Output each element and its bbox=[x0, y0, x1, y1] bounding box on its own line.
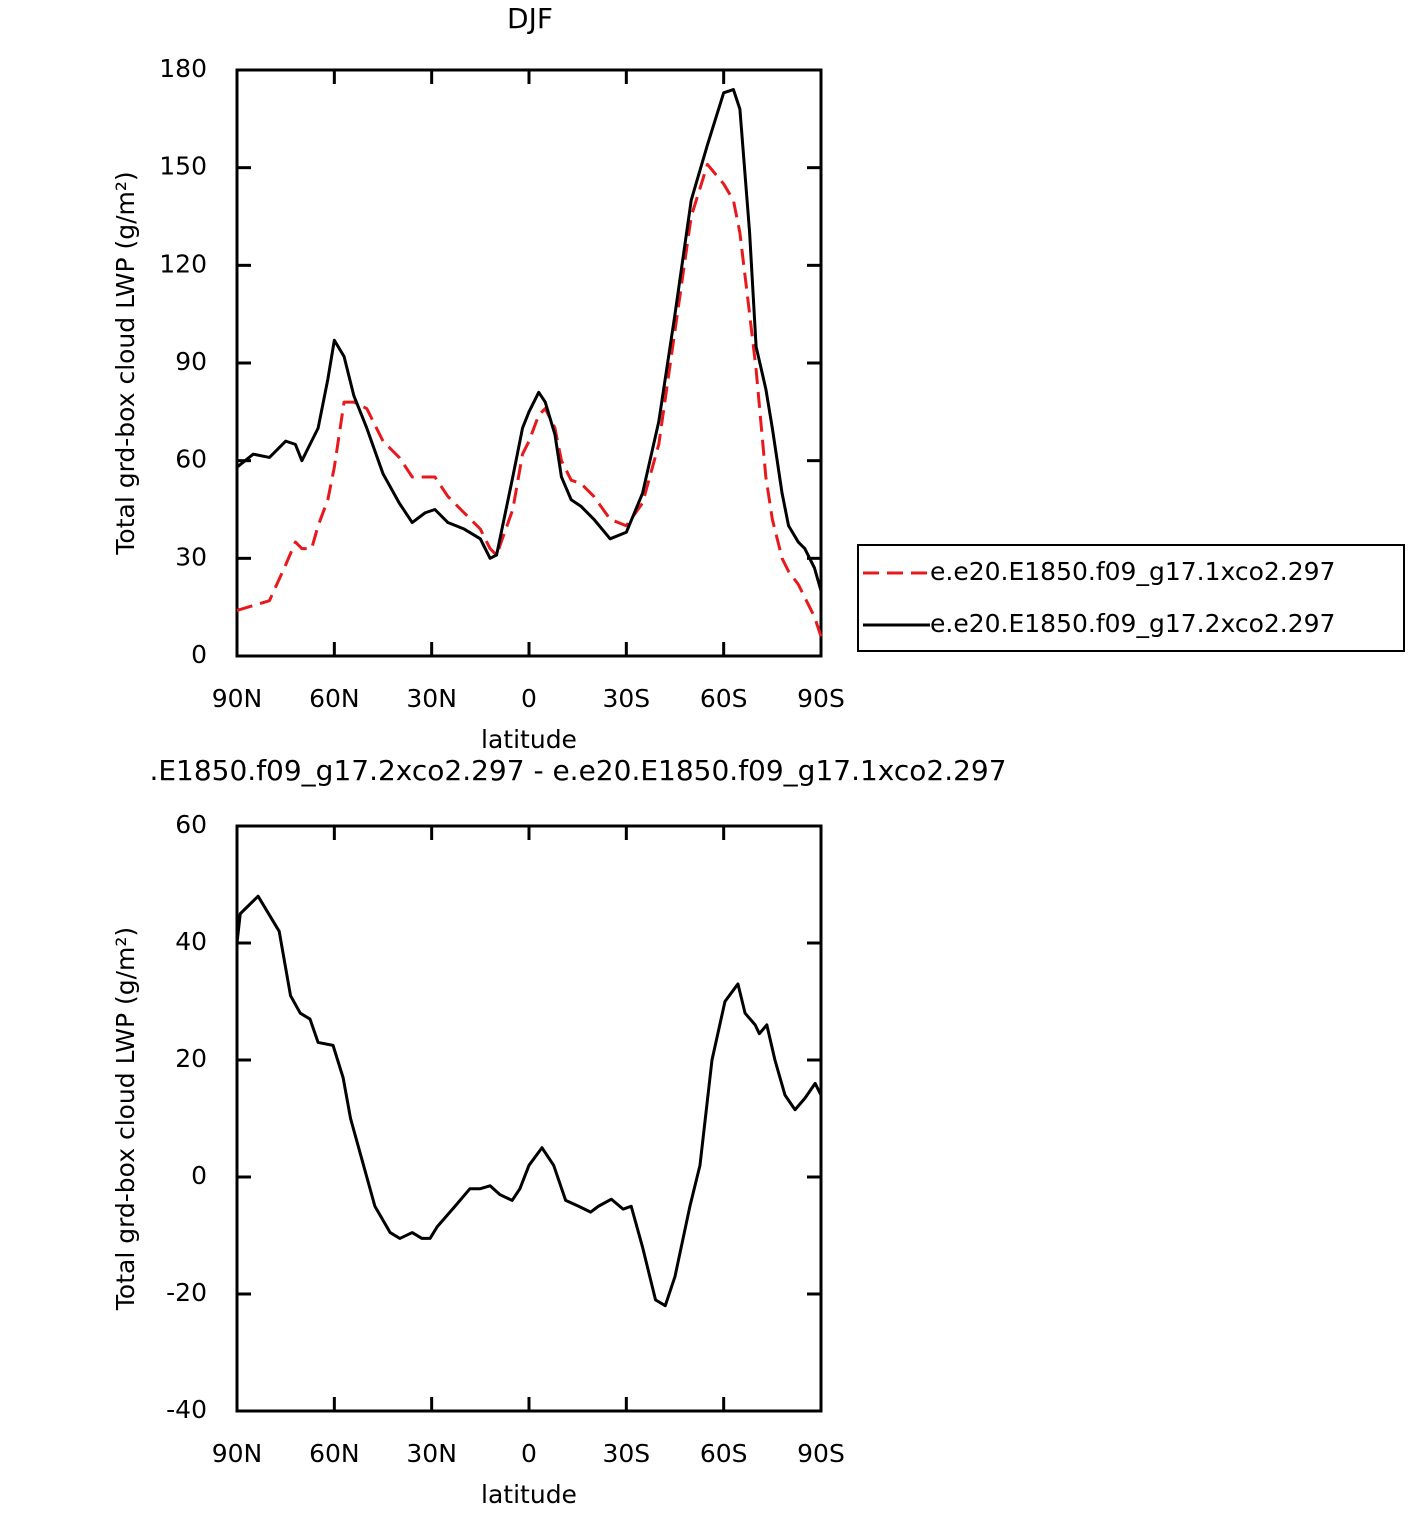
y-tick-label: -20 bbox=[166, 1278, 207, 1307]
y-tick-label: 90 bbox=[175, 347, 207, 376]
plot-frame bbox=[235, 68, 823, 658]
data-line bbox=[236, 162, 823, 637]
x-tick-label: 30N bbox=[406, 684, 457, 713]
y-tick-label: 60 bbox=[175, 810, 207, 839]
data-line bbox=[235, 894, 823, 1308]
y-tick-label: -40 bbox=[166, 1395, 207, 1424]
x-tick-label: 90N bbox=[212, 1439, 263, 1468]
y-tick-label: 20 bbox=[175, 1044, 207, 1073]
plot-frame bbox=[235, 824, 823, 1413]
x-tick-label: 30S bbox=[602, 1439, 650, 1468]
y-axis-label: Total grd-box cloud LWP (g/m²) bbox=[111, 927, 140, 1311]
y-tick-label: 60 bbox=[175, 445, 207, 474]
y-tick-label: 30 bbox=[175, 542, 207, 571]
y-axis-label: Total grd-box cloud LWP (g/m²) bbox=[111, 171, 140, 555]
x-tick-label: 90N bbox=[212, 684, 263, 713]
y-tick-label: 0 bbox=[191, 640, 207, 669]
y-tick-label: 0 bbox=[191, 1161, 207, 1190]
x-tick-label: 60S bbox=[700, 684, 748, 713]
legend-box bbox=[857, 544, 1405, 652]
x-tick-label: 90S bbox=[797, 684, 845, 713]
y-tick-label: 40 bbox=[175, 927, 207, 956]
x-tick-label: 60N bbox=[309, 684, 360, 713]
data-line bbox=[236, 88, 823, 592]
x-tick-label: 0 bbox=[521, 1439, 537, 1468]
x-tick-label: 60N bbox=[309, 1439, 360, 1468]
y-tick-label: 150 bbox=[159, 152, 207, 181]
chart-title: .E1850.f09_g17.2xco2.297 - e.e20.E1850.f… bbox=[149, 754, 1006, 787]
legend-label: e.e20.E1850.f09_g17.1xco2.297 bbox=[930, 557, 1335, 586]
x-tick-label: 30S bbox=[602, 684, 650, 713]
y-tick-label: 120 bbox=[159, 249, 207, 278]
chart-title: DJF bbox=[507, 2, 553, 35]
x-tick-label: 90S bbox=[797, 1439, 845, 1468]
x-axis-label: latitude bbox=[481, 725, 577, 754]
x-tick-label: 0 bbox=[521, 684, 537, 713]
x-axis-label: latitude bbox=[481, 1480, 577, 1509]
x-tick-label: 30N bbox=[406, 1439, 457, 1468]
x-tick-label: 60S bbox=[700, 1439, 748, 1468]
y-tick-label: 180 bbox=[159, 54, 207, 83]
legend-label: e.e20.E1850.f09_g17.2xco2.297 bbox=[930, 609, 1335, 638]
